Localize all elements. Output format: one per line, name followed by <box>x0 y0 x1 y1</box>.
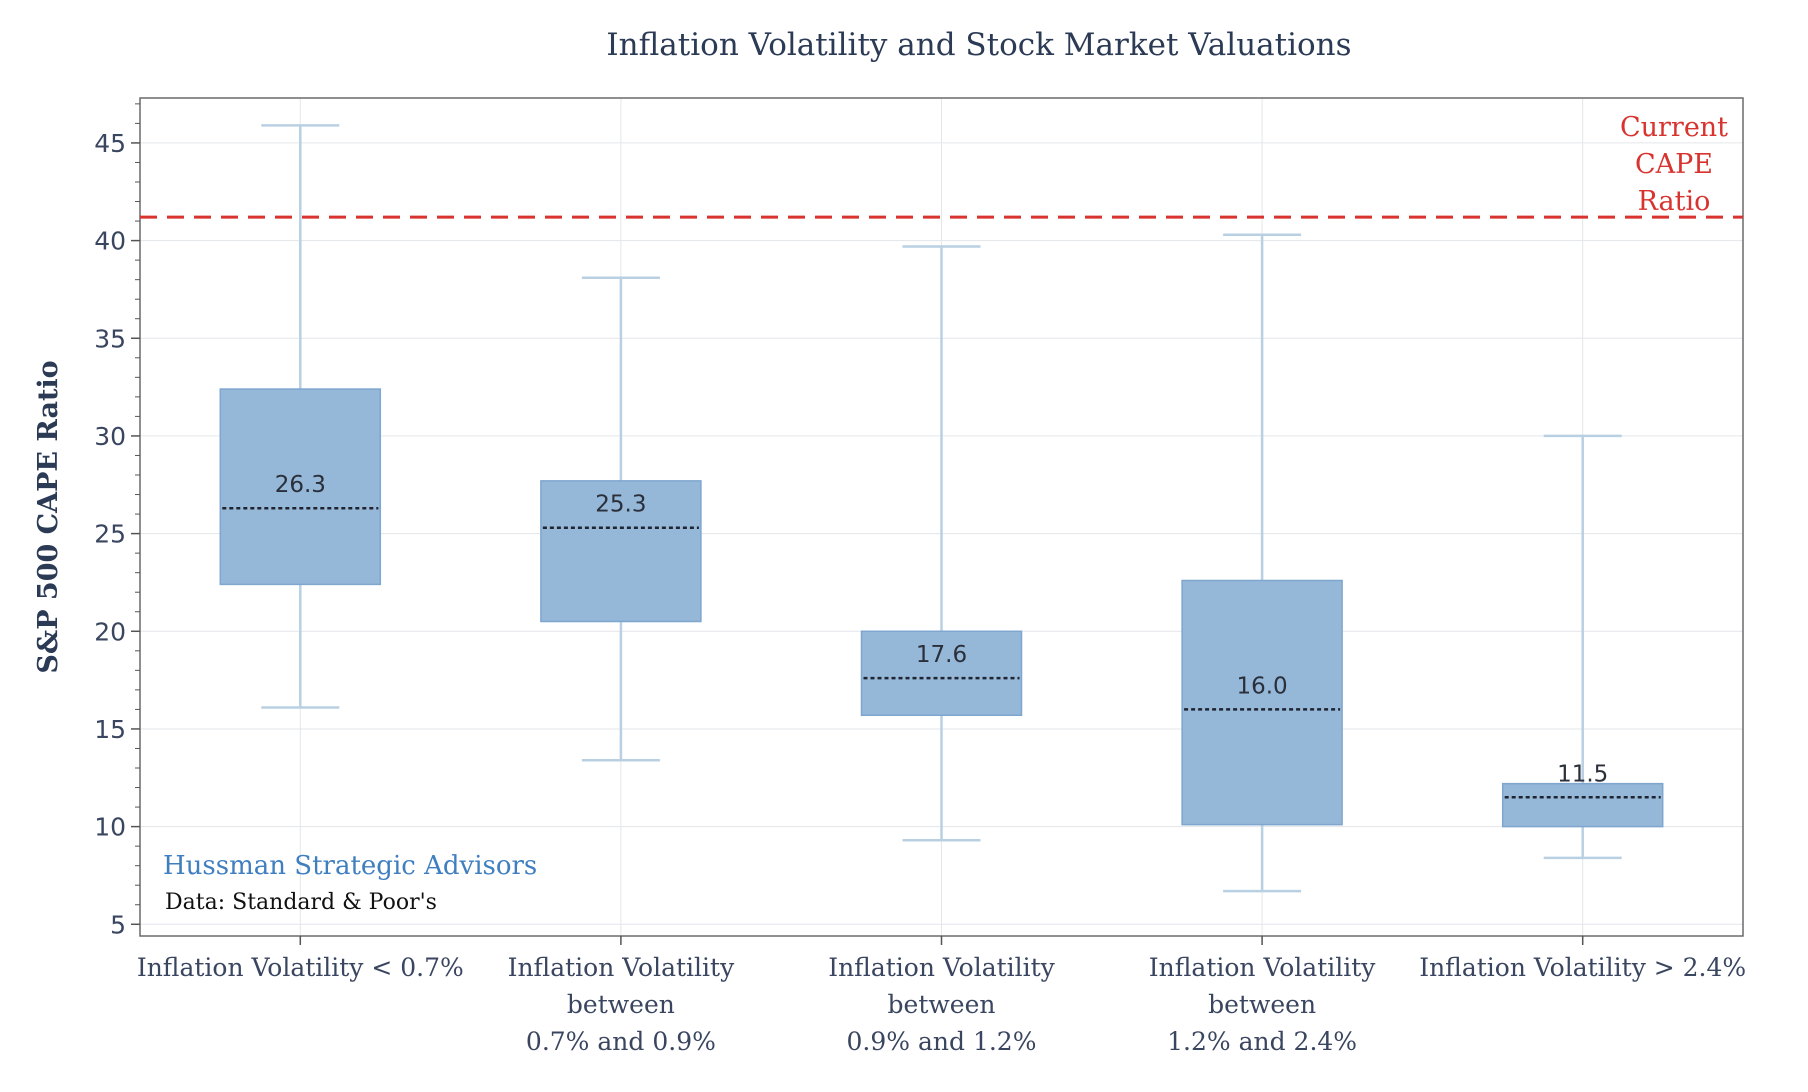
median-label: 26.3 <box>275 472 326 498</box>
y-tick-label: 25 <box>94 520 126 549</box>
x-tick-label: Inflation Volatility <box>1149 953 1376 982</box>
reference-line-label: CAPE <box>1635 149 1713 180</box>
x-tick-label: Inflation Volatility <box>828 953 1055 982</box>
box-plot-5: 11.5 <box>1501 434 1664 860</box>
x-tick-label: between <box>567 990 675 1019</box>
x-tick-label: Inflation Volatility < 0.7% <box>137 953 464 982</box>
box <box>860 630 1023 717</box>
y-axis: 5 10 15 20 25 30 35 40 45 <box>94 103 140 939</box>
x-tick-label: Inflation Volatility <box>508 953 735 982</box>
chart-title: Inflation Volatility and Stock Market Va… <box>606 27 1351 63</box>
x-tick-label: between <box>1208 990 1316 1019</box>
box <box>219 388 382 586</box>
brand-annotation: Hussman Strategic Advisors <box>163 851 537 881</box>
y-tick-label: 15 <box>94 715 126 744</box>
box-plot-4: 16.0 <box>1181 233 1343 893</box>
reference-line-label: Current <box>1620 112 1728 143</box>
y-tick-label: 10 <box>94 813 126 842</box>
box <box>540 480 702 623</box>
box <box>1181 579 1343 826</box>
reference-line-group: Current CAPE Ratio <box>140 112 1743 219</box>
box <box>1501 782 1664 828</box>
x-axis: Inflation Volatility < 0.7% Inflation Vol… <box>137 936 1746 1056</box>
median-label: 25.3 <box>595 492 646 518</box>
box-plot-1: 26.3 <box>219 124 382 709</box>
x-tick-label: between <box>888 990 996 1019</box>
box-plot-2: 25.3 <box>540 276 702 762</box>
y-tick-label: 5 <box>110 910 126 939</box>
x-tick-label: 0.7% and 0.9% <box>526 1027 716 1056</box>
x-tick-label: Inflation Volatility > 2.4% <box>1419 953 1746 982</box>
median-label: 11.5 <box>1557 761 1608 787</box>
y-tick-label: 45 <box>94 129 126 158</box>
y-tick-label: 30 <box>94 422 126 451</box>
median-label: 16.0 <box>1236 673 1287 699</box>
median-label: 17.6 <box>916 642 967 668</box>
y-axis-label: S&P 500 CAPE Ratio <box>33 360 64 673</box>
y-tick-label: 20 <box>94 617 126 646</box>
x-tick-label: 1.2% and 2.4% <box>1167 1027 1357 1056</box>
y-tick-label: 40 <box>94 227 126 256</box>
reference-line-label: Ratio <box>1638 186 1711 217</box>
source-annotation: Data: Standard & Poor's <box>165 890 437 915</box>
box-plots: 26.3 25.3 17.6 16.0 11.5 <box>219 124 1664 893</box>
x-tick-label: 0.9% and 1.2% <box>847 1027 1037 1056</box>
y-tick-label: 35 <box>94 324 126 353</box>
box-plot-3: 17.6 <box>860 245 1023 842</box>
